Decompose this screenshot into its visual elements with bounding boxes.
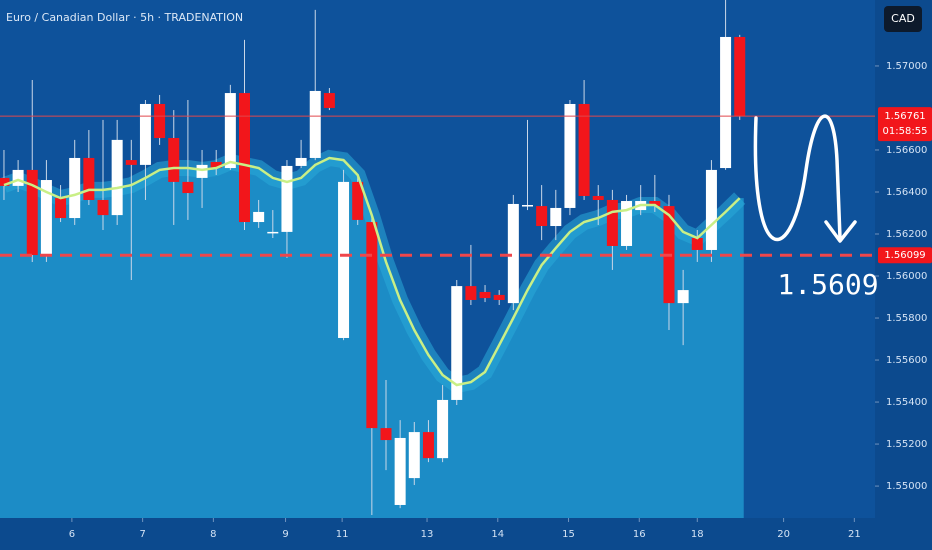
target-annotation: 1.5609 [777,268,878,301]
candle-body [55,198,67,219]
chart-title: Euro / Canadian Dollar · 5h · TRADENATIO… [6,11,243,24]
candle-body [592,195,604,200]
candle-body [295,157,307,166]
candle-body [734,36,746,117]
last-price-label: 1.56761 [884,111,925,122]
candle-body [366,222,378,429]
candle-body [0,177,10,186]
y-tick-label: 1.57000 [886,61,927,72]
candle-body [691,237,703,250]
candle-body [649,201,661,207]
x-tick-label: 11 [336,529,349,540]
x-tick-label: 7 [139,529,145,540]
candle-body [83,157,95,200]
candle-body [267,231,279,234]
candle-body [465,286,477,300]
candle-body [125,160,137,165]
candle-body [239,93,251,223]
currency-label[interactable]: CAD [891,12,915,25]
y-tick-label: 1.56200 [886,229,927,240]
last-price-badge [878,107,932,142]
candle-body [253,211,265,223]
candle-body [521,205,533,207]
candle-body [309,90,321,158]
candle-body [536,206,548,227]
candle-body [111,139,123,216]
candle-body [281,165,293,232]
candle-body [26,169,38,256]
y-tick-label: 1.55000 [886,481,927,492]
countdown-label: 01:58:55 [883,126,928,137]
candle-body [69,157,81,219]
arrow-head [824,220,857,243]
candle-body [479,291,491,299]
x-tick-label: 8 [210,529,216,540]
candle-body [224,93,236,169]
candle-body [507,203,519,304]
candle-body [196,164,208,178]
candle-body [422,432,434,459]
candle-body [493,294,505,300]
x-tick-label: 14 [491,529,504,540]
candle-body [564,103,576,208]
y-tick-label: 1.56400 [886,187,927,198]
x-tick-label: 18 [691,529,704,540]
candle-body [408,432,420,479]
candle-body [677,290,689,304]
candle-body [97,199,109,216]
level-badge [878,247,932,264]
level-label: 1.56099 [884,250,925,261]
candle-body [139,103,151,165]
y-tick-label: 1.56600 [886,145,927,156]
candle-body [182,181,194,194]
candle-body [705,169,717,250]
x-tick-label: 13 [421,529,434,540]
candle-body [40,180,52,256]
candle-body [437,399,449,459]
y-tick-label: 1.55200 [886,439,927,450]
ma-line [3,156,741,387]
candle-body [168,138,180,182]
x-tick-label: 6 [69,529,75,540]
candle-body [394,437,406,505]
x-tick-label: 20 [777,529,790,540]
candle-body [380,428,392,441]
candle-body [323,93,335,108]
x-tick-label: 15 [562,529,575,540]
candle-body [550,207,562,227]
candle-body [154,103,166,139]
candle-body [338,181,350,338]
candle-body [451,286,463,400]
candle-body [12,169,24,186]
x-tick-label: 9 [282,529,288,540]
candle-body [621,201,633,246]
currency-button[interactable] [884,6,922,32]
y-tick-label: 1.56000 [886,271,927,282]
y-tick-label: 1.55600 [886,355,927,366]
candle-body [578,103,590,196]
candle-body [606,199,618,246]
forecast-arrow [753,114,842,242]
candle-body [210,161,222,169]
x-tick-label: 16 [633,529,646,540]
x-tick-label: 21 [848,529,861,540]
candle-body [352,181,364,220]
y-tick-label: 1.55800 [886,313,927,324]
y-tick-label: 1.55400 [886,397,927,408]
candle-body [720,36,732,169]
